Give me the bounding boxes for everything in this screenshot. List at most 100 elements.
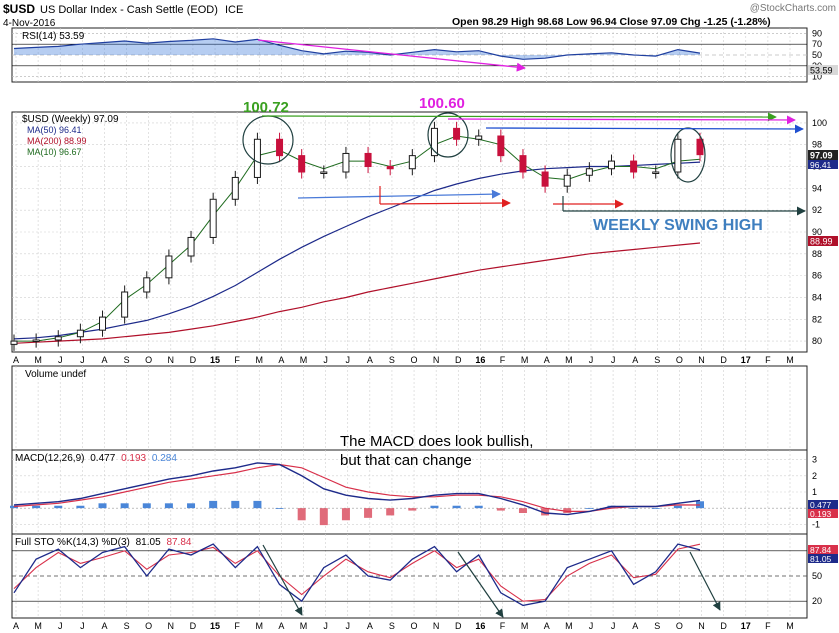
price-ma50-box: [808, 160, 838, 169]
sto-k-line: [13, 543, 701, 607]
macd-histogram-bar: [164, 503, 173, 509]
price-tick-label: 92: [812, 205, 822, 215]
x-axis-label: S: [389, 621, 395, 631]
rsi-tick-label: 90: [812, 28, 822, 38]
macd-histogram-bar: [54, 505, 63, 509]
macd-histogram-bar: [76, 505, 85, 509]
x-axis-label: M: [521, 621, 529, 631]
x-axis-label: J: [589, 621, 594, 631]
macd-histogram-bar: [98, 503, 107, 509]
macd-value-box-a-text: 0.477: [810, 500, 832, 510]
x-axis-label: 15: [210, 621, 220, 631]
x-axis-label: J: [345, 621, 350, 631]
macd-value-box-b: [808, 509, 838, 518]
x-axis-label: M: [786, 621, 794, 631]
macd-histogram-bar: [275, 508, 284, 509]
x-axis-label: J: [345, 355, 350, 365]
x-axis-label: A: [367, 355, 373, 365]
rsi-line: [13, 38, 701, 60]
price-candle-body: [342, 152, 350, 173]
x-axis-label: M: [300, 355, 308, 365]
price-tick-label: 88: [812, 249, 822, 259]
rsi-value-box: [808, 65, 838, 75]
macd-histogram-bar: [408, 508, 417, 511]
x-axis-label: M: [521, 355, 529, 365]
x-axis-label: N: [168, 355, 175, 365]
series-layer: [10, 38, 704, 607]
macd-legend-v1: 0.477: [90, 453, 115, 464]
macd-histogram-bar: [187, 503, 196, 509]
sto-arrow-1: [262, 544, 303, 616]
x-axis-label: F: [500, 355, 506, 365]
macd-tick-label: 1: [812, 487, 817, 497]
price-candle-body: [209, 198, 217, 238]
x-axis-label: S: [124, 355, 130, 365]
x-axis-label: A: [544, 355, 550, 365]
price-tick-label: 100: [812, 118, 827, 128]
ma10-line: [14, 135, 701, 342]
macd-histogram-bar: [32, 505, 41, 509]
annotation-high-2: 100.60: [419, 95, 465, 112]
annotation-macd-line2: but that can change: [340, 452, 472, 469]
rsi-tick-label: 50: [812, 50, 822, 60]
macd-histogram-bar: [673, 505, 682, 509]
price-candle-body: [652, 171, 660, 174]
x-axis-label: S: [654, 355, 660, 365]
grid-layer: [12, 28, 807, 618]
x-axis-label: A: [367, 621, 373, 631]
x-axis-label: A: [278, 355, 284, 365]
rsi-legend: RSI(14) 53.59: [22, 31, 85, 42]
x-axis-label: O: [676, 621, 683, 631]
price-candle-body: [253, 138, 261, 178]
symbol-name: US Dollar Index - Cash Settle (EOD): [40, 4, 218, 16]
price-candle-body: [32, 339, 40, 342]
price-candle-body: [364, 152, 372, 168]
price-candle-body: [76, 329, 84, 338]
magenta-resistance-line: [447, 115, 796, 125]
macd-legend-v3: 0.284: [152, 453, 177, 464]
macd-histogram-bar: [496, 508, 505, 511]
price-candle-body: [231, 176, 239, 200]
price-candle-body: [541, 171, 549, 187]
x-axis-label: J: [80, 621, 85, 631]
macd-histogram-bar: [341, 508, 350, 521]
sto-value-box-b: [808, 554, 838, 563]
x-axis-label: J: [80, 355, 85, 365]
x-axis-label: S: [124, 621, 130, 631]
x-axis-label: D: [720, 621, 727, 631]
x-axis-label: J: [58, 621, 63, 631]
x-axis-label: N: [168, 621, 175, 631]
price-candle-body: [99, 316, 107, 331]
price-tick-label: 84: [812, 292, 822, 302]
ma200-legend: MA(200) 88.99: [27, 136, 87, 146]
ohlc-readout: Open 98.29 High 98.68 Low 96.94 Close 97…: [452, 16, 771, 28]
price-candle-body: [696, 138, 704, 156]
x-axis-label: O: [411, 355, 418, 365]
annotation-high-1: 100.72: [243, 99, 289, 116]
ma200-value-box-text: 88.99: [810, 237, 833, 247]
x-axis-label: 17: [741, 621, 751, 631]
macd-histogram-bar: [585, 508, 594, 509]
price-candle-body: [630, 160, 638, 173]
sto-legend-prefix: Full STO %K(14,3) %D(3): [15, 537, 130, 548]
price-legend: $USD (Weekly) 97.09: [22, 114, 119, 125]
macd-legend-prefix: MACD(12,26,9): [15, 453, 84, 464]
x-axis-label: M: [34, 621, 42, 631]
x-axis-label: O: [145, 355, 152, 365]
macd-tick-label: 3: [812, 455, 817, 465]
x-axis-label: J: [611, 621, 616, 631]
x-axis-label: M: [565, 355, 573, 365]
x-axis-label: M: [256, 621, 264, 631]
ma50-legend: MA(50) 96.41: [27, 125, 82, 135]
macd-histogram-bar: [651, 508, 660, 509]
chart-date: 4-Nov-2016: [3, 18, 56, 29]
sto-arrow-2: [457, 551, 504, 618]
price-candle-body: [143, 277, 151, 293]
x-axis-label: N: [698, 621, 705, 631]
price-tick-label: 98: [812, 140, 822, 150]
x-axis-label: A: [544, 621, 550, 631]
annotations: 100.72 100.60 WEEKLY SWING HIGH The MACD…: [242, 39, 806, 618]
x-axis-label: A: [101, 355, 107, 365]
x-axis-label: F: [765, 355, 771, 365]
price-candle-body: [607, 160, 615, 170]
